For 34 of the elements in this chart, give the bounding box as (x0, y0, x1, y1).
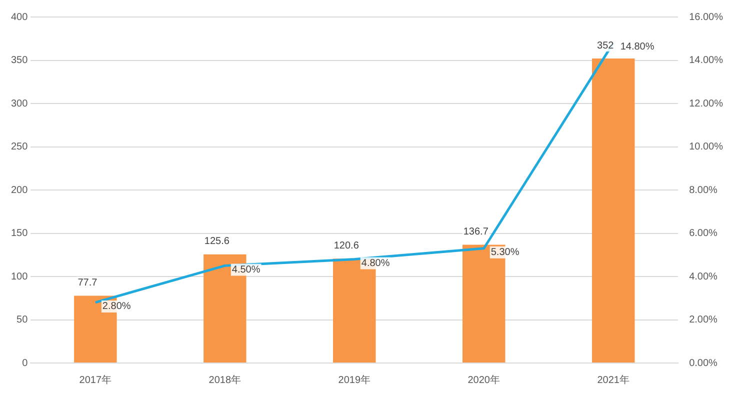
y-tick-label: 300 (10, 98, 28, 110)
y2-tick-label: 12.00% (689, 98, 724, 110)
y2-tick-label: 16.00% (689, 12, 724, 23)
y-tick-label: 0 (22, 358, 28, 369)
y-tick-label: 200 (10, 184, 28, 196)
x-tick-label: 2020年 (468, 374, 500, 386)
y-tick-label: 50 (16, 314, 28, 326)
bar (592, 58, 635, 362)
data-label: 136.7 (463, 226, 489, 238)
y-tick-label: 250 (10, 142, 28, 152)
data-label: 4.80% (361, 258, 390, 269)
y-tick-label: 100 (10, 271, 28, 282)
y-tick-label: 400 (10, 12, 28, 23)
y2-tick-label: 14.00% (689, 55, 724, 66)
y-tick-label: 150 (10, 228, 28, 239)
y2-tick-label: 10.00% (689, 142, 724, 152)
y2-tick-label: 4.00% (689, 271, 718, 282)
data-label: 125.6 (204, 236, 230, 248)
y2-tick-label: 6.00% (689, 228, 718, 239)
data-label: 14.80% (620, 42, 654, 53)
y2-tick-label: 2.00% (689, 314, 718, 326)
x-tick-label: 2021年 (597, 374, 630, 386)
x-tick-label: 2017年 (79, 374, 112, 386)
data-label: 120.6 (334, 240, 360, 252)
data-label: 77.7 (78, 278, 98, 289)
data-label: 5.30% (490, 247, 520, 258)
x-tick-label: 2018年 (208, 374, 242, 386)
data-label: 4.50% (232, 264, 260, 276)
y2-tick-label: 0.00% (689, 358, 718, 369)
data-label: 352 (597, 40, 614, 52)
y-tick-label: 350 (10, 55, 28, 66)
y2-tick-label: 8.00% (689, 184, 718, 196)
data-label: 2.80% (102, 301, 131, 312)
x-tick-label: 2019年 (338, 374, 371, 386)
